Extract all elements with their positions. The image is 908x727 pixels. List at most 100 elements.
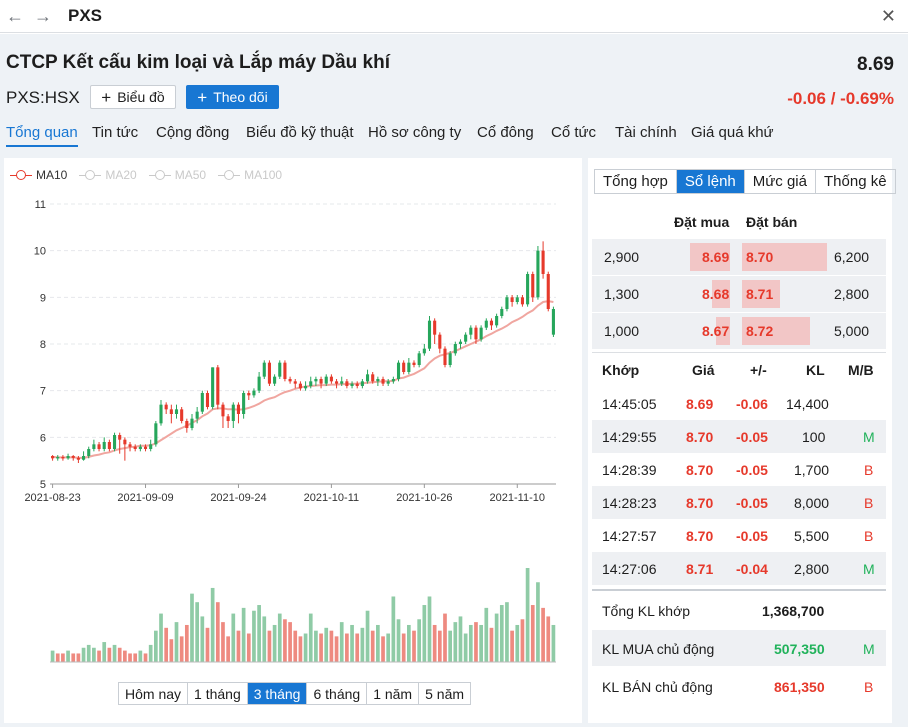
legend-ma100[interactable]: MA100 [218, 166, 282, 184]
legend-ma10[interactable]: MA10 [10, 166, 67, 184]
candle-body [190, 418, 194, 428]
chart-button-label: Biểu đồ [117, 89, 165, 105]
trade-volume: 5,500 [794, 528, 830, 544]
candle-body [551, 309, 555, 335]
tab-price-history[interactable]: Giá quá khứ [691, 124, 774, 141]
y-tick-label: 6 [40, 432, 46, 444]
active-sell-label: KL BÁN chủ động [602, 679, 713, 695]
volume-bar [97, 650, 101, 662]
candle-body [438, 334, 442, 349]
candle-body [526, 274, 530, 305]
ticker-symbol: PXS:HSX [6, 88, 80, 107]
close-icon[interactable]: ✕ [880, 5, 896, 26]
stock-page: CTCP Kết cấu kim loại và Lắp máy Dầu khí… [0, 34, 908, 727]
volume-bar [252, 610, 256, 662]
tab-order-book[interactable]: Sổ lệnh [676, 170, 745, 193]
candle-body [541, 250, 545, 274]
legend-ma20[interactable]: MA20 [79, 166, 137, 184]
volume-bar [443, 613, 447, 662]
tab-shareholders[interactable]: Cổ đông [477, 124, 534, 141]
tab-company-profile[interactable]: Hồ sơ công ty [368, 124, 462, 141]
ask-price: 8.72 [746, 323, 774, 339]
tab-statistics[interactable]: Thống kê [824, 173, 887, 190]
volume-bar [277, 613, 282, 662]
bid-depth-bar [690, 243, 730, 271]
volume-bar [551, 624, 556, 662]
volume-bar [55, 653, 60, 662]
candle-body [231, 404, 235, 421]
tab-news[interactable]: Tin tức [92, 124, 139, 141]
candle-body [236, 404, 241, 414]
candle-body [283, 362, 287, 379]
volume-bar [437, 630, 442, 662]
candle-body [484, 320, 488, 328]
legend-label: MA100 [244, 168, 283, 182]
order-book-row: 1,000 8.67 8.72 5,000 [592, 313, 886, 349]
volume-bar [215, 602, 220, 662]
candle-body [417, 353, 421, 365]
volume-bar [210, 587, 215, 662]
plus-icon: + [101, 87, 112, 107]
stock-header: CTCP Kết cấu kim loại và Lắp máy Dầu khí… [0, 34, 908, 150]
tab-dividends[interactable]: Cổ tức [551, 124, 597, 141]
trade-side: B [864, 528, 874, 544]
order-book-tabs: Tổng hợp Sổ lệnh Mức giá Thống kê [594, 169, 896, 194]
trade-volume: 1,700 [794, 462, 830, 478]
range-1-month[interactable]: 1 tháng [188, 683, 248, 704]
tab-technical-chart[interactable]: Biểu đồ kỹ thuật [246, 124, 354, 141]
legend-marker-icon [79, 170, 102, 180]
range-6-months[interactable]: 6 tháng [307, 683, 368, 704]
legend-label: MA50 [174, 168, 207, 182]
candle-body [505, 297, 509, 309]
trades-header-time: Khớp [602, 362, 640, 378]
volume-bar [195, 602, 200, 662]
tab-summary[interactable]: Tổng hợp [595, 170, 677, 193]
volume-bar [334, 636, 339, 662]
candle-body [267, 362, 271, 384]
volume-bar [81, 647, 86, 662]
volume-bar [458, 616, 463, 662]
volume-bar [112, 644, 117, 662]
candle-body [453, 344, 457, 354]
volume-bar [283, 619, 287, 662]
candle-body [252, 390, 256, 396]
candle-body [345, 381, 349, 386]
volume-bar [107, 647, 112, 662]
back-arrow-icon[interactable]: ← [6, 5, 24, 26]
trade-time: 14:45:05 [602, 396, 657, 412]
candle-body [107, 442, 111, 449]
volume-bar [386, 633, 391, 662]
y-tick-label: 8 [40, 339, 46, 351]
bid-price: 8.69 [702, 249, 730, 265]
candle-body [402, 362, 406, 372]
candle-body [335, 381, 339, 384]
bid-price: 8.68 [702, 286, 730, 302]
volume-bar [365, 610, 370, 662]
range-3-months[interactable]: 3 tháng [247, 683, 308, 704]
tab-community[interactable]: Cộng đồng [156, 124, 230, 141]
candle-body [128, 444, 132, 447]
plus-icon: + [197, 87, 208, 107]
trade-price: 8.70 [686, 528, 714, 544]
tab-financials[interactable]: Tài chính [615, 124, 677, 141]
trade-side: B [864, 495, 874, 511]
range-today[interactable]: Hôm nay [119, 683, 189, 704]
legend-ma50[interactable]: MA50 [148, 166, 207, 184]
forward-arrow-icon[interactable]: → [34, 5, 52, 26]
volume-bar [453, 622, 458, 662]
chart-button[interactable]: + Biểu đồ [90, 85, 176, 109]
x-tick-label: 2021-11-10 [490, 492, 545, 504]
range-5-years[interactable]: 5 năm [425, 685, 465, 702]
tab-overview[interactable]: Tổng quan [6, 124, 78, 147]
legend-marker-icon [148, 170, 171, 180]
trade-time: 14:27:06 [602, 561, 657, 577]
volume-bar [484, 607, 489, 662]
volume-bar [231, 613, 236, 662]
volume-bar [510, 630, 514, 662]
tab-price-levels[interactable]: Mức giá [745, 170, 816, 193]
trades-header-change: +/- [750, 362, 767, 378]
follow-button[interactable]: + Theo dõi [186, 85, 279, 109]
candle-body [149, 444, 153, 449]
range-1-year[interactable]: 1 năm [367, 683, 420, 704]
